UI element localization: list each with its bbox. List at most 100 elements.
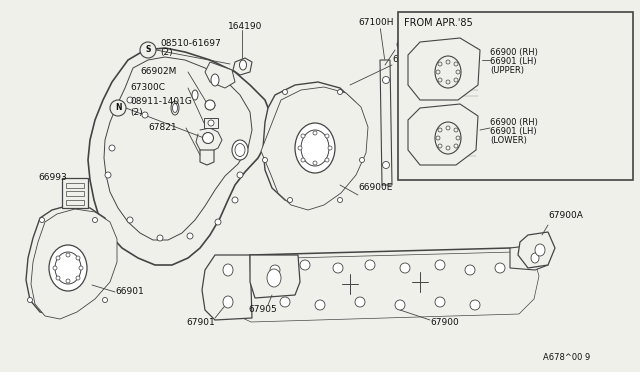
Polygon shape — [233, 58, 252, 75]
Ellipse shape — [93, 218, 97, 222]
Text: (2): (2) — [130, 108, 143, 116]
Ellipse shape — [446, 80, 450, 84]
Ellipse shape — [337, 90, 342, 94]
Circle shape — [110, 100, 126, 116]
Ellipse shape — [66, 253, 70, 257]
Text: 66900E: 66900E — [358, 183, 392, 192]
Ellipse shape — [109, 145, 115, 151]
Ellipse shape — [202, 132, 214, 144]
Ellipse shape — [208, 120, 214, 126]
Ellipse shape — [239, 60, 246, 70]
Polygon shape — [250, 255, 300, 298]
Polygon shape — [518, 232, 555, 268]
Ellipse shape — [438, 78, 442, 82]
Ellipse shape — [315, 300, 325, 310]
Ellipse shape — [223, 264, 233, 276]
Ellipse shape — [438, 62, 442, 66]
Ellipse shape — [535, 244, 545, 256]
Ellipse shape — [438, 144, 442, 148]
Ellipse shape — [454, 78, 458, 82]
Text: 67100H: 67100H — [358, 18, 394, 27]
Ellipse shape — [173, 103, 177, 112]
Ellipse shape — [56, 276, 60, 280]
Polygon shape — [263, 82, 362, 205]
Ellipse shape — [470, 300, 480, 310]
Ellipse shape — [436, 136, 440, 140]
Ellipse shape — [454, 62, 458, 66]
Ellipse shape — [333, 263, 343, 273]
Ellipse shape — [438, 128, 442, 132]
Ellipse shape — [270, 265, 280, 275]
Polygon shape — [66, 183, 84, 188]
Ellipse shape — [328, 146, 332, 150]
Ellipse shape — [531, 253, 539, 263]
Ellipse shape — [395, 300, 405, 310]
Ellipse shape — [287, 198, 292, 202]
Ellipse shape — [53, 266, 57, 270]
Ellipse shape — [295, 123, 335, 173]
Text: 67149: 67149 — [395, 42, 424, 51]
Ellipse shape — [56, 256, 60, 260]
Polygon shape — [66, 200, 84, 205]
Text: 66902M: 66902M — [140, 67, 177, 77]
Polygon shape — [88, 48, 272, 265]
Text: 66901 (LH): 66901 (LH) — [490, 57, 536, 66]
Ellipse shape — [232, 140, 248, 160]
Polygon shape — [31, 209, 117, 319]
Polygon shape — [202, 255, 252, 320]
Ellipse shape — [325, 158, 329, 162]
Text: 164190: 164190 — [228, 22, 262, 31]
Text: N: N — [115, 103, 121, 112]
Ellipse shape — [171, 101, 179, 115]
Ellipse shape — [495, 263, 505, 273]
Text: 66993: 66993 — [38, 173, 67, 183]
Ellipse shape — [66, 279, 70, 283]
Text: 08510-61697: 08510-61697 — [160, 39, 221, 48]
Ellipse shape — [313, 161, 317, 165]
Ellipse shape — [446, 126, 450, 130]
Ellipse shape — [142, 112, 148, 118]
Polygon shape — [380, 60, 392, 185]
Ellipse shape — [28, 298, 33, 302]
Ellipse shape — [454, 128, 458, 132]
Polygon shape — [510, 245, 548, 270]
Bar — [398, 12, 633, 180]
Ellipse shape — [76, 276, 80, 280]
Text: 67900A: 67900A — [548, 211, 583, 219]
Text: 67300C: 67300C — [130, 83, 165, 93]
Ellipse shape — [192, 90, 198, 100]
Polygon shape — [408, 38, 480, 100]
Ellipse shape — [232, 197, 238, 203]
Ellipse shape — [282, 90, 287, 94]
Ellipse shape — [223, 296, 233, 308]
Text: 66901: 66901 — [115, 288, 144, 296]
Ellipse shape — [187, 233, 193, 239]
Polygon shape — [62, 178, 88, 208]
Polygon shape — [408, 104, 478, 165]
Ellipse shape — [301, 158, 305, 162]
Ellipse shape — [79, 266, 83, 270]
Ellipse shape — [262, 157, 268, 163]
Ellipse shape — [127, 217, 133, 223]
Ellipse shape — [456, 136, 460, 140]
Ellipse shape — [337, 198, 342, 202]
Ellipse shape — [454, 144, 458, 148]
Ellipse shape — [102, 298, 108, 302]
Ellipse shape — [205, 100, 215, 110]
Ellipse shape — [211, 74, 219, 86]
Polygon shape — [205, 62, 235, 88]
Bar — [204, 118, 218, 128]
Text: (LOWER): (LOWER) — [490, 136, 527, 145]
Ellipse shape — [400, 263, 410, 273]
Ellipse shape — [301, 134, 305, 138]
Polygon shape — [228, 252, 539, 322]
Ellipse shape — [465, 265, 475, 275]
Ellipse shape — [446, 60, 450, 64]
Ellipse shape — [267, 269, 281, 287]
Text: 67900: 67900 — [430, 318, 459, 327]
Text: 66901 (LH): 66901 (LH) — [490, 127, 536, 136]
Ellipse shape — [355, 297, 365, 307]
Text: A678^00 9: A678^00 9 — [543, 353, 590, 362]
Ellipse shape — [157, 235, 163, 241]
Text: (2): (2) — [160, 48, 173, 58]
